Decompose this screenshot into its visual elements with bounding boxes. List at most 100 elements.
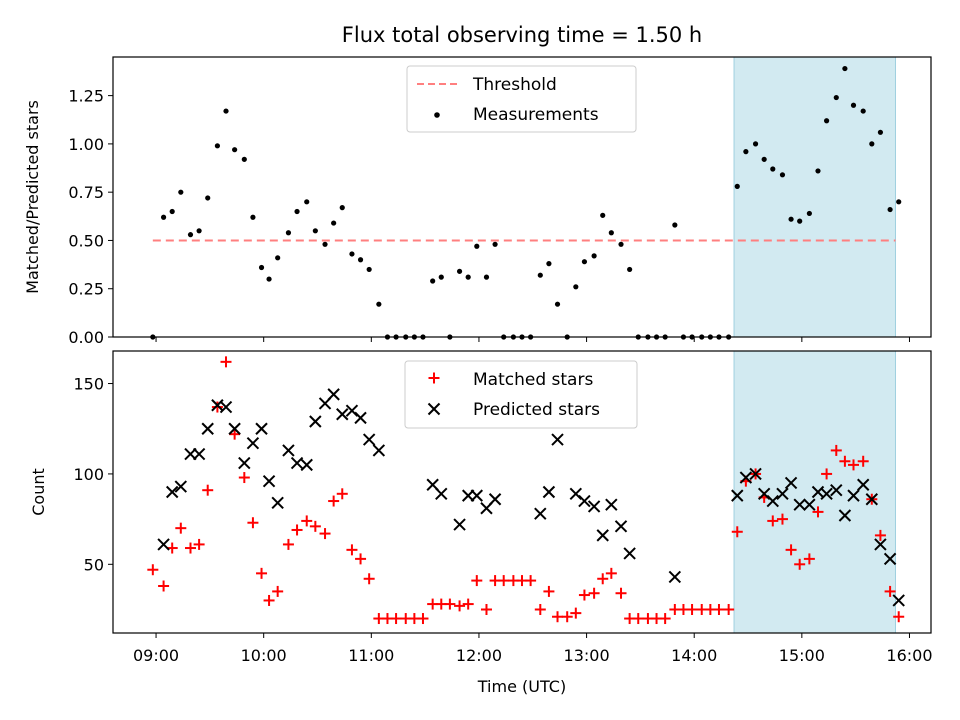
- matched-point: [794, 558, 806, 570]
- measurement-point: [887, 206, 893, 213]
- predicted-point: [271, 496, 284, 510]
- predicted-point: [739, 471, 753, 484]
- predicted-point: [820, 487, 833, 501]
- y-tick-label: 50: [84, 555, 104, 574]
- matched-point: [444, 598, 456, 610]
- predicted-point: [892, 594, 905, 607]
- matched-point: [848, 459, 860, 471]
- predicted-point: [309, 415, 322, 428]
- cross-stroke: [271, 496, 284, 510]
- y-tick-label: 0.00: [68, 328, 104, 347]
- cross-stroke: [534, 507, 547, 520]
- cross-stroke: [165, 485, 179, 499]
- measurement-point: [376, 301, 382, 307]
- predicted-point: [847, 489, 860, 502]
- cross-stroke: [192, 447, 206, 461]
- predicted-point: [838, 509, 852, 522]
- count-panel-frame: [112, 350, 932, 634]
- matched-point: [301, 515, 313, 527]
- cross-stroke: [623, 547, 636, 560]
- measurement-point: [672, 222, 678, 228]
- predicted-point: [551, 433, 564, 446]
- measurement-point: [608, 230, 614, 236]
- ratio-panel: 0.00 0.25 0.50 0.75 1.00 1.25 Matched/Predict…: [23, 56, 932, 347]
- predicted-point: [856, 478, 870, 491]
- legend-predicted-label: Predicted stars: [473, 400, 600, 420]
- matched-point: [605, 567, 617, 579]
- matched-point: [767, 515, 779, 527]
- cross-stroke: [605, 498, 618, 511]
- predicted-point: [488, 493, 502, 506]
- cross-stroke: [865, 493, 879, 506]
- cross-stroke: [776, 487, 789, 501]
- matched-point: [282, 538, 294, 550]
- matched-point: [893, 611, 905, 623]
- matched-point: [498, 575, 510, 587]
- matched-point: [202, 484, 214, 496]
- measurement-point: [788, 216, 794, 222]
- y-tick-label: 0.25: [68, 280, 104, 299]
- legend-measurements-swatch: [434, 112, 440, 118]
- predicted-point: [262, 474, 276, 488]
- cross-stroke: [739, 471, 753, 484]
- cross-stroke: [488, 493, 502, 506]
- cross-stroke: [246, 436, 260, 450]
- measurement-point: [797, 218, 803, 224]
- measurement-point: [492, 241, 498, 247]
- matched-point: [147, 564, 159, 576]
- predicted-point: [470, 489, 484, 502]
- predicted-point: [336, 408, 349, 421]
- cross-stroke: [300, 458, 313, 472]
- predicted-point: [596, 529, 609, 542]
- measurement-point: [618, 241, 624, 247]
- cross-stroke: [784, 476, 798, 490]
- cross-stroke: [820, 487, 833, 501]
- legend-plus: [428, 372, 440, 384]
- x-tick-label: 16:00: [886, 646, 932, 665]
- matched-point: [632, 613, 644, 625]
- matched-point: [454, 600, 466, 612]
- predicted-point: [174, 480, 188, 493]
- cross-stroke: [157, 538, 170, 551]
- cross-stroke: [427, 402, 441, 416]
- matched-point: [309, 520, 321, 532]
- matched-point: [238, 472, 250, 484]
- measurement-point: [850, 102, 857, 108]
- count-legend: Matched stars Predicted stars: [404, 360, 638, 429]
- predicted-point: [865, 493, 879, 506]
- measurement-point: [842, 65, 848, 72]
- measurement-point: [438, 274, 444, 280]
- ratio-panel-ticks: 0.00 0.25 0.50 0.75 1.00 1.25: [68, 87, 910, 347]
- measurement-point: [160, 214, 167, 220]
- legend-matched-swatch: [428, 372, 440, 384]
- measurement-point: [339, 205, 345, 211]
- cross-stroke: [219, 400, 233, 414]
- matched-point: [158, 580, 170, 592]
- matched-point: [686, 604, 698, 615]
- predicted-point: [578, 494, 591, 508]
- cross-stroke: [892, 594, 905, 607]
- predicted-point: [300, 458, 313, 472]
- measurement-point: [304, 199, 310, 205]
- measurement-point: [761, 156, 767, 162]
- cross-stroke: [803, 498, 816, 511]
- predicted-point: [290, 456, 304, 470]
- measurement-point: [285, 230, 292, 236]
- matched-point: [723, 604, 735, 615]
- cross-stroke: [793, 498, 806, 511]
- measurement-point: [752, 141, 759, 147]
- measurement-point: [627, 266, 633, 273]
- predicted-point: [435, 487, 448, 501]
- matched-point: [597, 573, 609, 585]
- count-legend-box: [404, 360, 638, 429]
- matched-point: [193, 538, 205, 550]
- matched-point: [731, 526, 743, 538]
- matched-point: [263, 594, 275, 606]
- measurement-point: [465, 274, 471, 280]
- matched-point: [336, 488, 348, 500]
- predicted-point: [793, 498, 806, 511]
- measurement-point: [266, 276, 272, 282]
- predicted-point: [165, 485, 179, 499]
- matched-point: [220, 356, 232, 368]
